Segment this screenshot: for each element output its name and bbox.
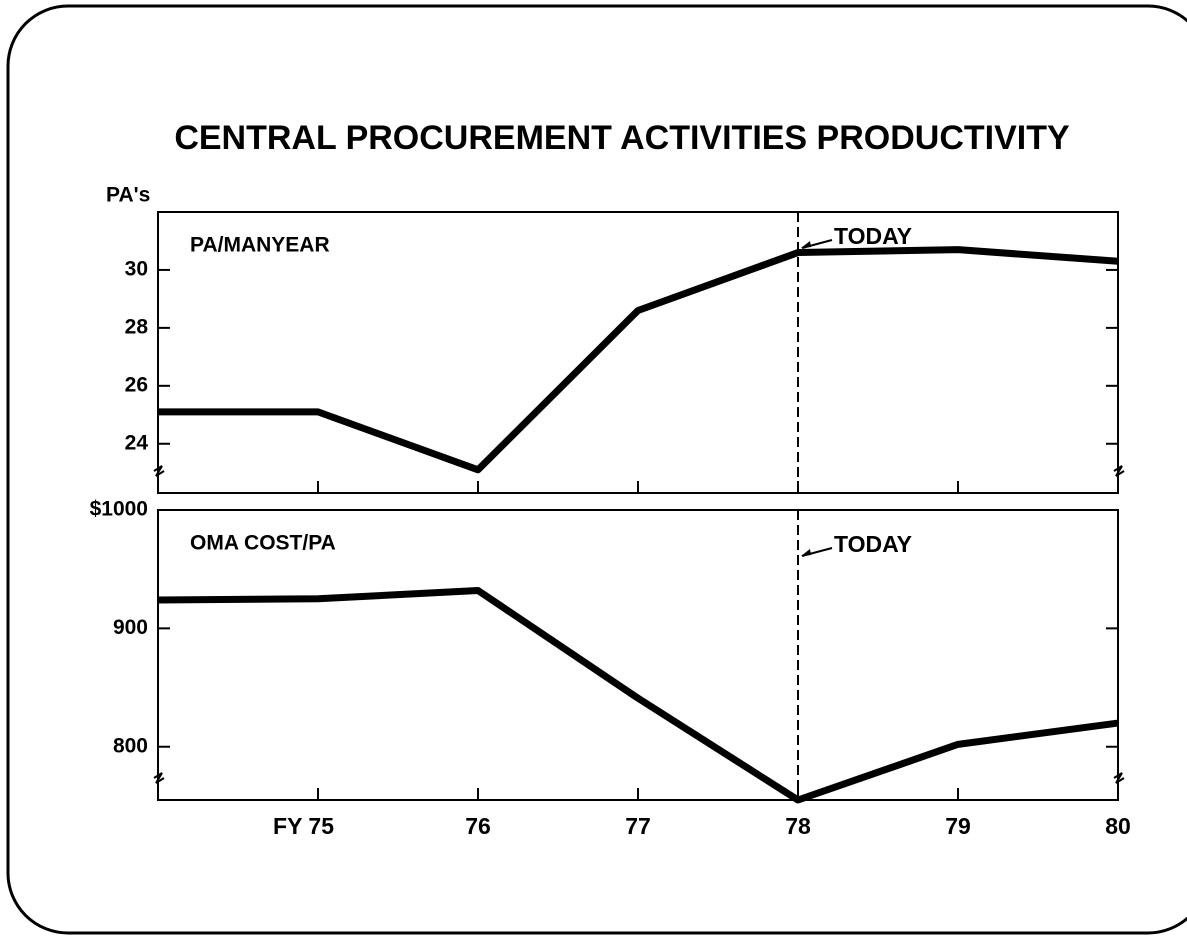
y-axis-label: PA's xyxy=(106,184,150,207)
panel-label: PA/MANYEAR xyxy=(190,234,330,257)
frame xyxy=(6,4,1187,935)
annotation: TODAY xyxy=(834,531,912,557)
y-tick-label: $1000 xyxy=(90,498,148,521)
y-tick-label: 30 xyxy=(125,257,148,280)
panel-label: OMA COST/PA xyxy=(190,532,336,555)
axis-break xyxy=(153,465,165,477)
annotation-arrowhead xyxy=(801,241,811,248)
y-tick-label: 26 xyxy=(125,373,148,396)
x-tick-label: 79 xyxy=(945,813,971,839)
y-tick-label: 28 xyxy=(125,315,149,338)
data-line xyxy=(157,586,1119,804)
axis-break xyxy=(1113,772,1125,784)
x-tick-label: 78 xyxy=(785,813,811,839)
y-tick-label: 900 xyxy=(113,616,148,639)
data-line xyxy=(158,246,1119,474)
x-tick-label: 80 xyxy=(1105,813,1131,839)
axis-break xyxy=(153,772,165,784)
x-tick-label: FY 75 xyxy=(273,813,334,839)
y-tick-label: 24 xyxy=(125,431,149,454)
y-tick-label: 800 xyxy=(113,734,148,757)
x-tick-label: 77 xyxy=(625,813,651,839)
x-tick-label: 76 xyxy=(465,813,491,839)
annotation-arrowhead xyxy=(801,549,811,556)
chart-title: CENTRAL PROCUREMENT ACTIVITIES PRODUCTIV… xyxy=(174,119,1070,157)
annotation: TODAY xyxy=(834,223,912,249)
axis-break xyxy=(1113,465,1125,477)
